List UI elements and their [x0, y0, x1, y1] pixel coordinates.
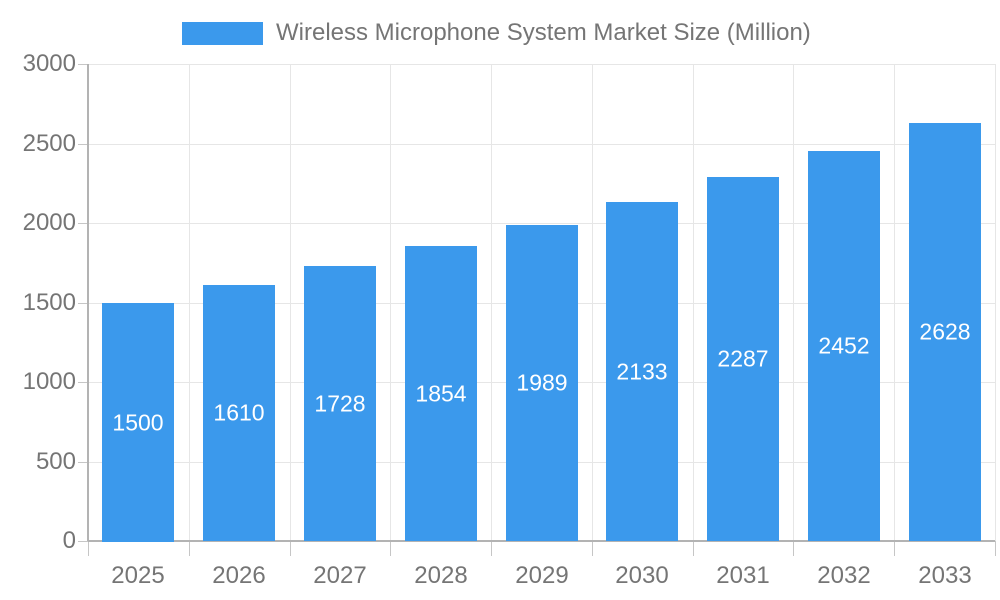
- gridline-vertical: [290, 64, 291, 541]
- x-axis-tick: [189, 541, 190, 556]
- bar[interactable]: 2452: [808, 151, 880, 541]
- x-axis-tick: [995, 541, 996, 556]
- x-axis-label: 2028: [414, 562, 468, 589]
- bar[interactable]: 1610: [203, 285, 275, 541]
- bar[interactable]: 1500: [102, 303, 174, 542]
- x-axis-tick: [88, 541, 89, 556]
- y-axis-label: 1500: [22, 289, 76, 316]
- y-axis-tick: [78, 64, 88, 65]
- legend[interactable]: Wireless Microphone System Market Size (…: [182, 20, 811, 46]
- x-axis-tick: [592, 541, 593, 556]
- gridline-vertical: [491, 64, 492, 541]
- y-axis-label: 2000: [22, 209, 76, 236]
- y-axis-label: 500: [35, 448, 76, 475]
- x-axis-tick: [894, 541, 895, 556]
- bar-value-label: 1728: [314, 390, 366, 416]
- y-axis-tick: [78, 462, 88, 463]
- bar[interactable]: 2287: [707, 177, 779, 541]
- x-axis-tick: [491, 541, 492, 556]
- y-axis-label: 3000: [22, 50, 76, 77]
- bar-value-label: 2628: [919, 318, 971, 345]
- x-axis-line: [88, 540, 995, 542]
- gridline-vertical: [793, 64, 794, 541]
- x-axis-tick: [793, 541, 794, 556]
- bar-value-label: 1854: [415, 380, 467, 406]
- bar-value-label: 1610: [213, 399, 265, 426]
- gridline-vertical: [693, 64, 694, 541]
- y-axis-tick: [78, 382, 88, 383]
- gridline-horizontal: [88, 64, 995, 65]
- legend-label: Wireless Microphone System Market Size (…: [276, 19, 811, 46]
- bar-value-label: 1989: [516, 369, 568, 396]
- y-axis-label: 2500: [22, 130, 76, 157]
- gridline-horizontal: [88, 144, 995, 145]
- x-axis-label: 2026: [212, 562, 266, 589]
- x-axis-label: 2033: [918, 562, 972, 589]
- x-axis-label: 2029: [515, 562, 569, 589]
- gridline-vertical: [592, 64, 593, 541]
- bar[interactable]: 1854: [405, 246, 477, 541]
- gridline-vertical: [390, 64, 391, 541]
- y-axis-line: [87, 64, 89, 541]
- gridline-vertical: [189, 64, 190, 541]
- x-axis-label: 2032: [817, 562, 871, 589]
- bar[interactable]: 1989: [506, 225, 578, 541]
- y-axis-tick: [78, 303, 88, 304]
- gridline-vertical: [894, 64, 895, 541]
- x-axis-tick: [390, 541, 391, 556]
- bar[interactable]: 1728: [304, 266, 376, 541]
- gridline-horizontal: [88, 223, 995, 224]
- x-axis-label: 2027: [313, 562, 367, 589]
- legend-swatch: [182, 21, 263, 45]
- y-axis-label: 0: [62, 527, 76, 554]
- y-axis-label: 1000: [22, 368, 76, 395]
- bar[interactable]: 2628: [909, 123, 981, 541]
- y-axis-tick: [78, 541, 88, 542]
- x-axis-label: 2031: [716, 562, 770, 589]
- bar[interactable]: 2133: [606, 202, 678, 541]
- bar-value-label: 2133: [616, 358, 668, 384]
- y-axis-tick: [78, 223, 88, 224]
- x-axis-label: 2025: [111, 562, 165, 589]
- x-axis-tick: [290, 541, 291, 556]
- bar-value-label: 1500: [112, 409, 164, 435]
- bar-value-label: 2452: [818, 332, 870, 359]
- x-axis-tick: [693, 541, 694, 556]
- gridline-vertical: [995, 64, 996, 541]
- y-axis-tick: [78, 144, 88, 145]
- bar-value-label: 2287: [717, 345, 769, 372]
- x-axis-label: 2030: [615, 562, 669, 589]
